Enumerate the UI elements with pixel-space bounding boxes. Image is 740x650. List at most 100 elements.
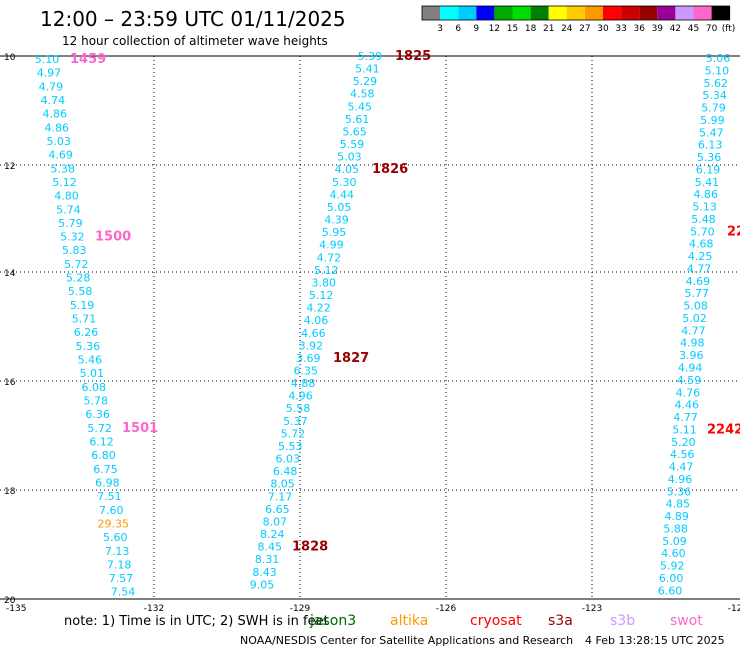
swh-value: 4.69 bbox=[686, 275, 711, 288]
swh-value: 5.72 bbox=[87, 422, 112, 435]
legend-label: 36 bbox=[633, 24, 645, 34]
swh-value: 5.30 bbox=[332, 176, 357, 189]
swh-value: 4.96 bbox=[668, 473, 693, 486]
swh-value: 5.72 bbox=[281, 427, 306, 440]
swh-value: 5.08 bbox=[683, 300, 708, 313]
swh-value: 5.78 bbox=[83, 395, 108, 408]
swh-value: 3.96 bbox=[679, 349, 704, 362]
swh-value: 6.08 bbox=[82, 381, 107, 394]
swh-value: 4.86 bbox=[44, 121, 69, 134]
pass-time-label: 1500 bbox=[95, 230, 131, 245]
swh-value: 4.97 bbox=[37, 67, 62, 80]
swh-value: 6.65 bbox=[265, 503, 290, 516]
x-tick-label: -126 bbox=[436, 604, 457, 614]
pass-time-label: 2242 bbox=[707, 422, 740, 437]
swh-value: 4.98 bbox=[680, 337, 705, 350]
swh-value: 3.69 bbox=[296, 352, 321, 365]
legend-swatch bbox=[639, 6, 658, 20]
swh-value: 6.13 bbox=[698, 139, 723, 152]
swh-value: 5.47 bbox=[699, 126, 724, 139]
swh-value: 7.57 bbox=[109, 572, 134, 585]
swh-value: 4.47 bbox=[669, 461, 694, 474]
legend-label: 12 bbox=[489, 24, 500, 34]
y-tick-label: 14 bbox=[4, 269, 16, 279]
swh-value: 5.02 bbox=[682, 312, 707, 325]
legend-swatch bbox=[440, 6, 459, 20]
legend-swatch bbox=[512, 6, 531, 20]
legend-label: 45 bbox=[688, 24, 699, 34]
legend-label: 42 bbox=[670, 24, 681, 34]
legend-swatch bbox=[603, 6, 622, 20]
swh-value: 5.34 bbox=[702, 89, 727, 102]
swh-value: 5.92 bbox=[660, 560, 685, 573]
swh-value: 4.72 bbox=[317, 251, 342, 264]
swh-value: 5.41 bbox=[355, 63, 380, 76]
swh-value: 9.05 bbox=[250, 578, 275, 591]
swh-value: 4.77 bbox=[681, 324, 706, 337]
swh-value: 4.76 bbox=[676, 386, 701, 399]
swh-value: 6.26 bbox=[74, 326, 99, 339]
legend-swatch bbox=[621, 6, 640, 20]
pass-time-label: 1827 bbox=[333, 351, 369, 366]
swh-value: 5.38 bbox=[50, 162, 75, 175]
swh-value: 5.36 bbox=[76, 340, 101, 353]
legend-label: 70 bbox=[706, 24, 718, 34]
legend-label: 27 bbox=[579, 24, 590, 34]
swh-value: 5.36 bbox=[697, 151, 722, 164]
swh-value: 4.89 bbox=[664, 510, 689, 523]
satellite-name: swot bbox=[670, 613, 703, 629]
swh-value: 5.10 bbox=[35, 53, 60, 66]
swh-value: 6.98 bbox=[95, 476, 120, 489]
swh-value: 5.37 bbox=[283, 415, 308, 428]
swh-value: 6.80 bbox=[91, 449, 116, 462]
legend-swatch bbox=[494, 6, 513, 20]
swh-value: 7.13 bbox=[105, 545, 130, 558]
swh-value: 5.77 bbox=[685, 287, 710, 300]
swh-value: 4.68 bbox=[689, 238, 714, 251]
swh-value: 5.72 bbox=[64, 258, 89, 271]
legend-label: 30 bbox=[597, 24, 609, 34]
swh-value: 7.17 bbox=[268, 490, 293, 503]
swh-value: 5.41 bbox=[695, 176, 720, 189]
swh-value: 5.12 bbox=[314, 264, 339, 277]
swh-value: 4.25 bbox=[688, 250, 713, 263]
satellite-name: s3b bbox=[610, 613, 635, 629]
legend-label: 6 bbox=[455, 24, 461, 34]
swh-value: 7.60 bbox=[99, 504, 124, 517]
swh-value: 6.48 bbox=[273, 465, 298, 478]
swh-value: 5.06 bbox=[706, 52, 731, 65]
swh-value: 4.77 bbox=[673, 411, 698, 424]
x-tick-label: -120 bbox=[728, 604, 740, 614]
legend-swatch bbox=[675, 6, 694, 20]
swh-value: 5.32 bbox=[60, 231, 85, 244]
legend-unit: (ft) bbox=[722, 24, 736, 34]
swh-value: 4.69 bbox=[48, 149, 73, 162]
x-tick-label: -135 bbox=[6, 604, 26, 614]
swh-value: 5.53 bbox=[278, 440, 303, 453]
swh-value: 4.60 bbox=[661, 547, 686, 560]
swh-value: 5.19 bbox=[70, 299, 95, 312]
swh-value: 5.45 bbox=[347, 100, 372, 113]
swh-value: 5.58 bbox=[68, 285, 93, 298]
legend-swatch bbox=[657, 6, 676, 20]
x-tick-label: -132 bbox=[144, 604, 164, 614]
legend-swatch bbox=[584, 6, 603, 20]
y-tick-label: 18 bbox=[4, 487, 16, 497]
pass-time-label: 1826 bbox=[372, 162, 408, 177]
legend-label: 24 bbox=[561, 24, 573, 34]
y-tick-label: 20 bbox=[4, 596, 16, 606]
page-subtitle: 12 hour collection of altimeter wave hei… bbox=[62, 34, 328, 48]
swh-value: 8.24 bbox=[260, 528, 285, 541]
swh-value: 6.75 bbox=[93, 463, 118, 476]
swh-value: 6.35 bbox=[293, 365, 318, 378]
swh-value: 4.66 bbox=[301, 327, 326, 340]
legend-label: 33 bbox=[615, 24, 626, 34]
swh-value: 4.79 bbox=[39, 80, 64, 93]
swh-value: 6.12 bbox=[89, 435, 114, 448]
swh-value: 3.92 bbox=[299, 339, 324, 352]
swh-value: 5.65 bbox=[342, 125, 367, 138]
swh-value: 4.96 bbox=[288, 390, 313, 403]
swh-value: 7.18 bbox=[107, 558, 132, 571]
swh-value: 6.36 bbox=[85, 408, 110, 421]
swh-value: 5.39 bbox=[358, 50, 383, 63]
